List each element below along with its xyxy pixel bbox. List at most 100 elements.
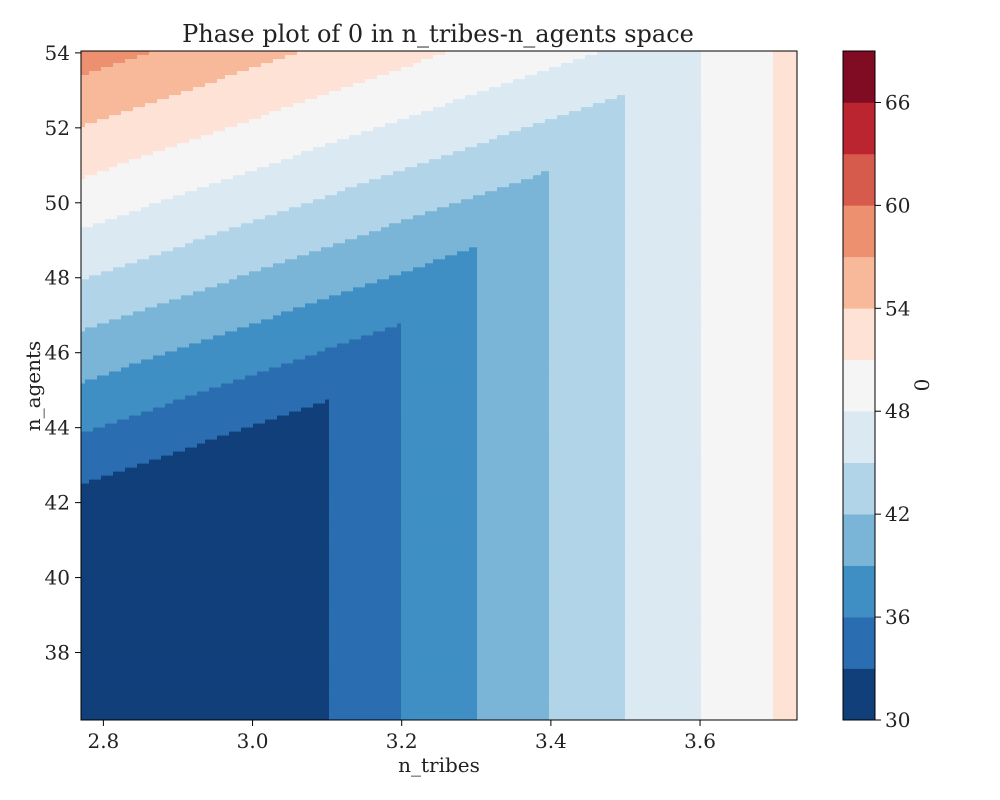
contour-cell: [385, 67, 390, 72]
contour-cell: [141, 91, 146, 96]
contour-cell: [381, 119, 386, 124]
contour-cell: [433, 67, 438, 72]
contour-cell: [221, 115, 226, 120]
contour-cell: [285, 123, 290, 128]
contour-cell: [249, 67, 254, 72]
contour-cell: [181, 55, 186, 60]
contour-cell: [761, 131, 766, 136]
contour-cell: [513, 131, 518, 136]
contour-cell: [673, 75, 678, 80]
contour-cell: [349, 151, 354, 156]
contour-cell: [641, 99, 646, 104]
contour-cell: [449, 91, 454, 96]
contour-cell: [205, 87, 210, 92]
contour-cell: [105, 143, 110, 148]
contour-cell: [149, 143, 154, 148]
contour-cell: [601, 103, 606, 108]
contour-cell: [161, 91, 166, 96]
contour-cell: [521, 143, 526, 148]
contour-cell: [329, 135, 334, 140]
contour-cell: [433, 115, 438, 120]
contour-cell: [233, 99, 238, 104]
contour-cell: [509, 59, 514, 64]
contour-cell: [477, 119, 482, 124]
contour-cell: [669, 63, 674, 68]
contour-cell: [565, 87, 570, 92]
contour-cell: [205, 147, 210, 152]
contour-cell: [169, 159, 174, 164]
contour-cell: [689, 155, 694, 160]
contour-cell: [565, 55, 570, 60]
contour-cell: [689, 87, 694, 92]
contour-cell: [257, 103, 262, 108]
contour-cell: [357, 99, 362, 104]
contour-cell: [713, 131, 718, 136]
contour-cell: [241, 143, 246, 148]
contour-cell: [337, 155, 342, 160]
contour-cell: [109, 123, 114, 128]
contour-cell: [445, 67, 450, 72]
contour-cell: [117, 115, 122, 120]
contour-cell: [149, 59, 154, 64]
contour-cell: [305, 131, 310, 136]
contour-cell: [145, 127, 150, 132]
contour-cell: [513, 59, 518, 64]
contour-cell: [701, 159, 706, 164]
contour-cell: [121, 127, 126, 132]
contour-cell: [389, 139, 394, 144]
contour-cell: [449, 95, 454, 100]
contour-cell: [677, 123, 682, 128]
contour-cell: [685, 143, 690, 148]
contour-cell: [697, 63, 702, 68]
contour-cell: [217, 63, 222, 68]
contour-cell: [729, 123, 734, 128]
contour-cell: [737, 143, 742, 148]
contour-cell: [165, 155, 170, 160]
contour-cell: [633, 115, 638, 120]
contour-cell: [85, 131, 90, 136]
contour-cell: [741, 95, 746, 100]
contour-cell: [769, 111, 774, 116]
contour-cell: [625, 131, 630, 136]
contour-cell: [437, 79, 442, 84]
contour-cell: [401, 139, 406, 144]
contour-cell: [741, 79, 746, 84]
contour-cell: [149, 87, 154, 92]
contour-cell: [473, 127, 478, 132]
contour-cell: [193, 127, 198, 132]
contour-cell: [241, 119, 246, 124]
contour-cell: [281, 135, 286, 140]
contour-cell: [317, 115, 322, 120]
contour-cell: [217, 67, 222, 72]
contour-cell: [381, 83, 386, 88]
contour-cell: [609, 63, 614, 68]
contour-cell: [665, 51, 670, 56]
contour-cell: [193, 79, 198, 84]
contour-cell: [785, 87, 790, 92]
contour-cell: [233, 115, 238, 120]
contour-cell: [201, 139, 206, 144]
contour-cell: [153, 115, 158, 120]
contour-cell: [405, 55, 410, 60]
contour-cell: [773, 111, 778, 116]
contour-cell: [561, 127, 566, 132]
contour-cell: [237, 51, 242, 56]
contour-cell: [313, 51, 318, 56]
contour-cell: [369, 127, 374, 132]
contour-cell: [341, 159, 346, 164]
contour-cell: [537, 75, 542, 80]
contour-cell: [417, 111, 422, 116]
contour-cell: [381, 75, 386, 80]
contour-cell: [353, 59, 358, 64]
contour-cell: [93, 51, 98, 56]
contour-cell: [281, 147, 286, 152]
contour-cell: [553, 75, 558, 80]
contour-cell: [789, 63, 794, 68]
contour-cell: [277, 87, 282, 92]
contour-cell: [505, 127, 510, 132]
contour-cell: [653, 147, 658, 152]
contour-cell: [233, 95, 238, 100]
contour-cell: [461, 131, 466, 136]
contour-cell: [637, 139, 642, 144]
contour-cell: [173, 63, 178, 68]
